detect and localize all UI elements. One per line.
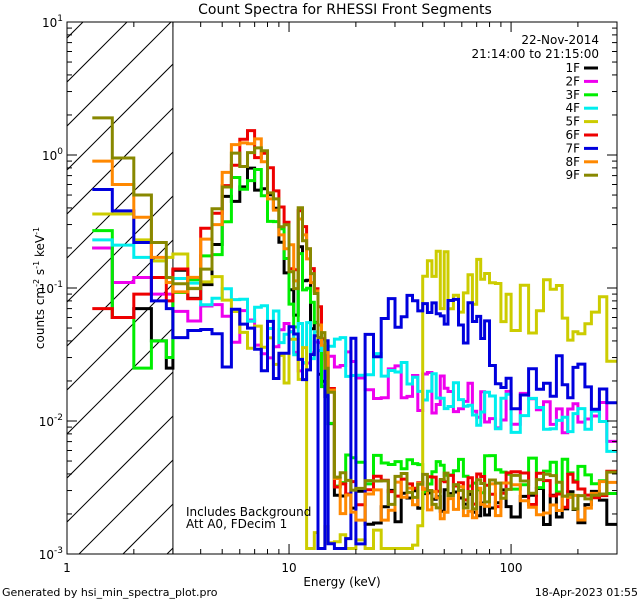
x-tick-label: 10	[281, 561, 296, 575]
legend-label-1F: 1F	[565, 61, 580, 75]
y-tick-label: 100	[42, 147, 63, 163]
y-tick-label: 10-2	[39, 413, 63, 429]
footer-generated-by: Generated by hsi_min_spectra_plot.pro	[2, 586, 218, 599]
legend-label-5F: 5F	[565, 115, 580, 129]
series-line-7F	[92, 188, 617, 550]
legend-label-4F: 4F	[565, 101, 580, 115]
annotation-background: Includes Background	[186, 505, 311, 519]
legend-time-range: 21:14:00 to 21:15:00	[472, 47, 599, 61]
legend-label-6F: 6F	[565, 128, 580, 142]
series-line-4F	[92, 238, 617, 453]
footer-timestamp: 18-Apr-2023 01:55	[535, 586, 638, 599]
hatch-line	[67, 22, 172, 127]
legend-label-2F: 2F	[565, 74, 580, 88]
legend-label-9F: 9F	[565, 168, 580, 182]
series-line-8F	[92, 137, 617, 522]
hatch-line	[67, 22, 216, 171]
x-axis-label: Energy (keV)	[303, 575, 380, 589]
series-layer	[92, 116, 617, 550]
legend-label-3F: 3F	[565, 88, 580, 102]
series-line-9F	[92, 116, 617, 511]
legend-label-7F: 7F	[565, 141, 580, 155]
y-tick-label: 10-1	[39, 280, 63, 296]
y-axis-label: counts cm-2 s-1 keV-1	[32, 227, 47, 349]
x-tick-label: 100	[500, 561, 523, 575]
hatch-line	[67, 22, 260, 215]
y-tick-label: 10-3	[39, 546, 63, 562]
chart-title: Count Spectra for RHESSI Front Segments	[198, 2, 492, 18]
annotation-attenuator: Att A0, FDecim 1	[186, 517, 287, 531]
legend-date: 22-Nov-2014	[521, 33, 599, 47]
axis-ticks: 1 10 100 10-3 10-2 10-1 100 101	[39, 14, 618, 575]
legend: 22-Nov-2014 21:14:00 to 21:15:00 1F2F3F4…	[472, 33, 599, 182]
hatch-line	[67, 22, 128, 83]
y-tick-label: 101	[42, 14, 63, 30]
x-tick-label: 1	[63, 561, 71, 575]
legend-label-8F: 8F	[565, 155, 580, 169]
